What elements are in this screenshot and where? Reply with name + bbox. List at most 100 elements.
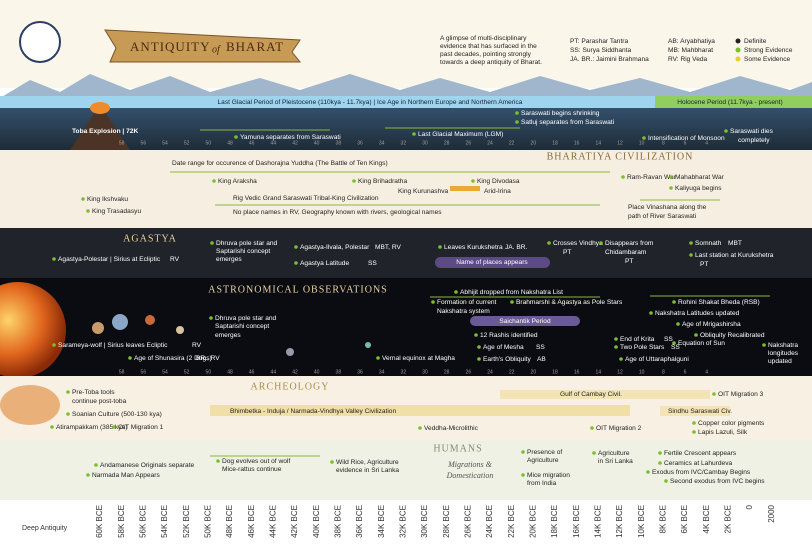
label: Vernal equinox at Magha — [382, 355, 455, 362]
band-scale: 30 — [422, 140, 428, 146]
event-dot — [547, 241, 551, 245]
axis-label: 4K BCE — [702, 505, 711, 533]
label: End of Krita — [620, 336, 655, 343]
labels: ANTIQUITY of BHARAT A glimpse of multi-disc… — [22, 35, 799, 538]
label: completely — [738, 137, 770, 144]
band-scale: 28 — [444, 369, 450, 375]
label: King Ikshvaku — [87, 196, 128, 203]
label: Copper color pigments — [698, 420, 765, 427]
event-dot — [510, 300, 514, 304]
event-dot — [515, 111, 519, 115]
section-title: AGASTYA — [123, 233, 177, 244]
label: Abhijit dropped from Nakshatra List — [460, 289, 563, 296]
event-dot — [592, 451, 596, 455]
event-dot — [672, 341, 676, 345]
event-dot — [599, 241, 603, 245]
event-dot — [689, 241, 693, 245]
section-title: ASTRONOMICAL OBSERVATIONS — [208, 284, 388, 295]
band-scale: 4 — [705, 140, 708, 146]
label: Kaliyuga begins — [675, 185, 722, 192]
event-dot — [210, 241, 214, 245]
band-scale: 6 — [684, 369, 687, 375]
reference: SS — [671, 344, 680, 351]
label: Exodus from IVC/Cambay Begins — [652, 469, 751, 476]
band-scale: 38 — [336, 369, 342, 375]
band-scale: 16 — [574, 140, 580, 146]
axis-label: 10K BCE — [637, 505, 646, 538]
axis-label: 24K BCE — [485, 505, 494, 538]
label: King Trasadasyu — [92, 208, 141, 215]
axis-label: 6K BCE — [680, 505, 689, 533]
reference: RV — [192, 342, 202, 349]
label: path of River Saraswati — [628, 213, 697, 220]
band-scale: 26 — [466, 140, 472, 146]
label: evidence in Sri Lanka — [336, 467, 399, 474]
label: Name of places appears — [456, 259, 528, 266]
axis-label: 8K BCE — [658, 505, 667, 533]
label: Agastya-Ilvala, Polestar — [300, 244, 370, 251]
label: Crosses Vindhya — [553, 240, 603, 247]
abbreviation: RV: Rig Veda — [668, 56, 708, 63]
axis-label: 42K BCE — [290, 505, 299, 538]
band-scale: 40 — [314, 369, 320, 375]
label: Dhruva pole star and — [215, 315, 277, 322]
label: Dog evolves out of wolf — [222, 458, 290, 465]
band-scale: 42 — [292, 369, 298, 375]
label: Agastya Latitude — [300, 260, 349, 267]
label: Saraswati dies — [730, 128, 774, 135]
band-scale: 56 — [141, 140, 147, 146]
band-scale: 6 — [684, 140, 687, 146]
scales: 58 56 54 52 50 48 46 44 42 40 38 36 34 32 30 28 26 24 22 20… — [119, 140, 708, 375]
label: Earth's Obliquity — [483, 356, 532, 363]
title: ANTIQUITY — [130, 39, 210, 54]
event-dot — [112, 425, 116, 429]
band-scale: 8 — [662, 140, 665, 146]
event-dot — [669, 175, 673, 179]
label: Gulf of Cambay Civil. — [560, 391, 622, 398]
event-dot — [676, 322, 680, 326]
label: Nakshatra — [768, 342, 798, 349]
reference: MBT — [728, 240, 742, 247]
label: King Divodasa — [477, 178, 520, 185]
section-title: HUMANS — [433, 443, 482, 454]
axis-label: 14K BCE — [593, 505, 602, 538]
axis-label: 0 — [745, 504, 754, 509]
axis-label: 22K BCE — [507, 505, 516, 538]
band-scale: 18 — [552, 140, 558, 146]
reference: JA. BR. — [505, 244, 528, 251]
label: Saptarishi concept — [216, 248, 270, 255]
band-scale: 42 — [292, 140, 298, 146]
label: from India — [527, 480, 557, 487]
subtitle: Migrations & — [447, 460, 493, 469]
event-dot — [515, 120, 519, 124]
event-dot — [474, 333, 478, 337]
event-dot — [431, 300, 435, 304]
event-dot — [66, 390, 70, 394]
axis-label: 12K BCE — [615, 505, 624, 538]
event-dot — [692, 421, 696, 425]
event-dot — [712, 392, 716, 396]
axis-label: 54K BCE — [160, 505, 169, 538]
label: Satluj separates from Saraswati — [521, 119, 615, 126]
band-scale: 46 — [249, 369, 255, 375]
event-dot — [52, 257, 56, 261]
axis-label: 28K BCE — [442, 505, 451, 538]
axis-label: 30K BCE — [420, 505, 429, 538]
label: Atirampakkam (385 kya) — [56, 424, 127, 431]
band-scale: 28 — [444, 140, 450, 146]
footer: Deep Antiquity — [22, 525, 68, 532]
title: of — [212, 44, 221, 55]
label: Dhruva pole star and — [216, 240, 278, 247]
band-scale: 10 — [639, 369, 645, 375]
reference: RV — [170, 256, 180, 263]
band-scale: 54 — [162, 369, 168, 375]
event-dot — [477, 357, 481, 361]
event-dot — [762, 343, 766, 347]
reference: SS — [536, 344, 545, 351]
band-scale: 32 — [401, 369, 407, 375]
band-scale: 18 — [552, 369, 558, 375]
label: Obliquity Recalibrated — [700, 332, 765, 339]
label: Somnath — [695, 240, 722, 247]
label: No place names in RV, Geography known wi… — [233, 209, 442, 216]
